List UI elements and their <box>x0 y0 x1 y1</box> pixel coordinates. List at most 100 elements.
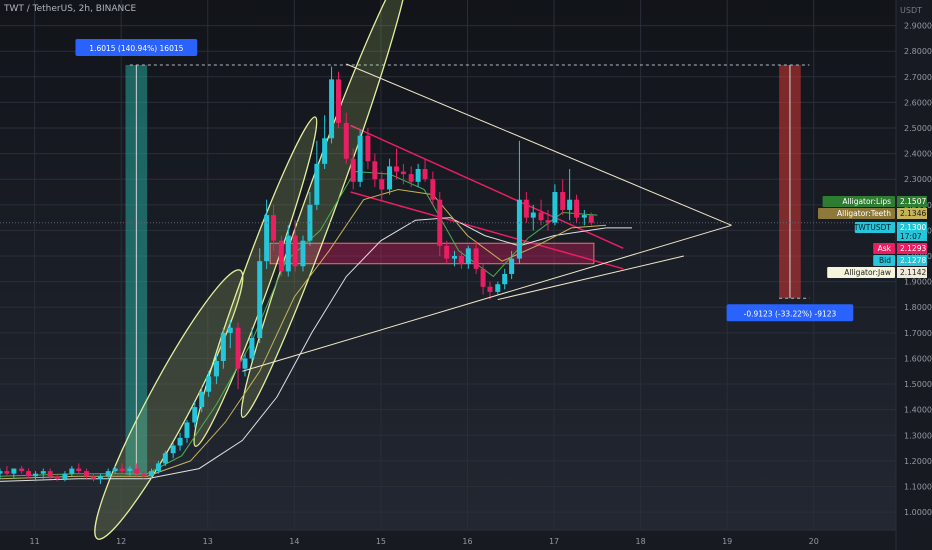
candle <box>314 140 320 210</box>
x-tick-label: 15 <box>376 537 386 546</box>
candle-body <box>545 220 551 223</box>
candle <box>227 320 233 349</box>
candle-body <box>292 235 298 267</box>
candle <box>357 130 363 187</box>
x-tick-label: 11 <box>30 537 40 546</box>
candle-body <box>40 471 46 474</box>
candle <box>437 192 443 257</box>
y-tick-label: 1.1000 <box>904 482 932 491</box>
candle <box>343 112 349 164</box>
candle-body <box>271 215 277 241</box>
candle <box>264 199 270 269</box>
y-tick-label: 1.6000 <box>904 354 932 363</box>
price-tag-lips: Alligator:Lips 2.1507 <box>822 196 927 207</box>
measure-up-label-text: 1.6015 (140.94%) 16015 <box>89 44 183 53</box>
candle-body <box>530 212 536 218</box>
candle <box>4 465 10 477</box>
candle <box>11 468 17 479</box>
candle-body <box>408 174 414 182</box>
y-tick-label: 1.5000 <box>904 380 932 389</box>
candle-body <box>329 79 335 139</box>
candle-body <box>264 215 270 262</box>
x-tick-label: 13 <box>203 537 213 546</box>
candle-body <box>379 179 385 190</box>
candle-body <box>300 240 306 267</box>
candle-body <box>249 337 255 359</box>
price-tag-ask: Ask 2.1293 <box>873 243 927 254</box>
y-tick-label: 1.8000 <box>904 303 932 312</box>
candle-body <box>105 471 111 477</box>
candle <box>199 386 205 413</box>
y-tick-label: 1.9000 <box>904 278 932 287</box>
candle <box>292 220 298 272</box>
candle-body <box>387 166 393 190</box>
price-tag-value-bg <box>897 196 927 207</box>
candle-body <box>112 468 118 472</box>
candle <box>257 248 263 344</box>
candle-body <box>206 376 212 392</box>
candle-body <box>451 256 457 259</box>
candle <box>322 115 328 169</box>
candle <box>581 209 587 226</box>
candle-body <box>509 258 515 274</box>
candle <box>0 468 3 479</box>
candle <box>54 473 60 482</box>
price-tag-teeth: Alligator:Teeth 2.1346 <box>818 208 927 219</box>
candle-body <box>227 327 233 333</box>
candle-body <box>502 273 508 285</box>
candle-body <box>350 158 356 182</box>
candle <box>530 204 536 231</box>
candle <box>458 250 464 269</box>
candle-body <box>141 473 147 477</box>
candle-body <box>62 473 68 479</box>
x-tick-label: 12 <box>116 537 126 546</box>
candle <box>552 184 558 226</box>
candle-body <box>372 161 378 180</box>
candle <box>502 268 508 290</box>
candle-body <box>155 463 161 472</box>
candle-body <box>119 468 125 472</box>
y-tick-label: 1.7000 <box>904 329 932 338</box>
candle <box>32 471 38 482</box>
candle-body <box>487 286 493 292</box>
candle <box>545 209 551 231</box>
candle-body <box>393 166 399 172</box>
price-tag-name: Alligator:Lips <box>842 197 891 206</box>
price-tag-name-bg <box>822 196 895 207</box>
candle <box>177 432 183 451</box>
candle <box>408 166 414 187</box>
y-tick-label: 1.2000 <box>904 457 932 466</box>
price-tag-value-bg <box>897 267 927 278</box>
channel-lower-line <box>350 191 624 270</box>
candle <box>220 327 226 369</box>
candle <box>480 263 486 295</box>
candle-body <box>343 122 349 159</box>
impulse-ellipse <box>94 269 244 540</box>
x-tick-label: 16 <box>462 537 472 546</box>
candle <box>574 194 580 223</box>
candle-body <box>84 471 90 477</box>
price-tag-name: Bid <box>879 256 891 265</box>
candle-body <box>437 199 443 246</box>
candle <box>516 140 522 264</box>
candle <box>350 148 356 190</box>
candle <box>26 468 32 479</box>
candle-body <box>170 445 176 454</box>
candle <box>162 450 168 466</box>
candle <box>422 158 428 182</box>
candle <box>192 401 198 428</box>
candle <box>19 465 25 474</box>
x-tick-label: 14 <box>289 537 299 546</box>
price-tag-countdown: 17:07 <box>900 232 922 241</box>
price-tag-name: TWTUSDT <box>853 223 892 232</box>
candle <box>213 353 219 385</box>
candle-body <box>127 468 133 472</box>
candle-body <box>400 171 406 175</box>
candle-body <box>285 235 291 272</box>
price-tag-name-bg <box>818 208 895 219</box>
candle-body <box>581 215 587 218</box>
candle <box>242 353 248 377</box>
